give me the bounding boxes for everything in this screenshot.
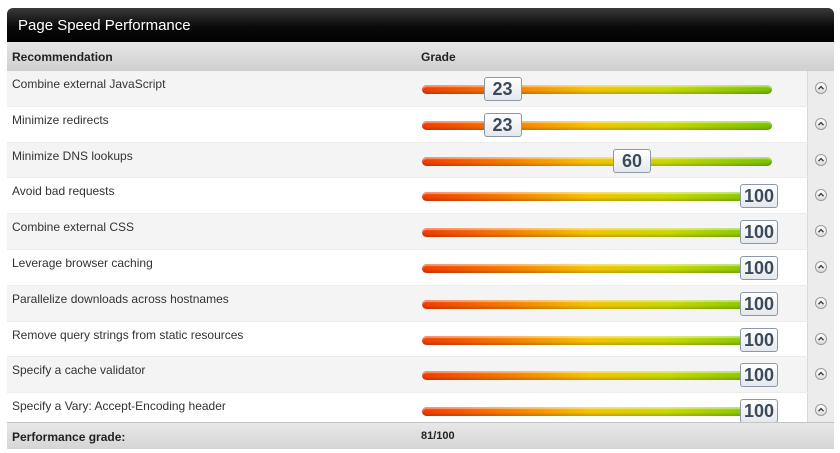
row-action-cell <box>807 249 834 285</box>
grade-score: 100 <box>740 399 778 424</box>
table-row: Minimize redirects 23 <box>7 106 834 143</box>
table-row: Parallelize downloads across hostnames 10… <box>7 285 834 322</box>
performance-grade-row: Performance grade: 81/100 <box>7 422 834 449</box>
grade-score: 100 <box>740 184 778 209</box>
grade-score: 100 <box>740 363 778 388</box>
table-row: Combine external CSS 100 <box>7 214 834 250</box>
chevron-up-icon[interactable] <box>815 82 827 94</box>
row-action-cell <box>807 106 834 142</box>
table-row: Minimize DNS lookups 60 <box>7 142 834 179</box>
chevron-up-icon[interactable] <box>815 117 827 130</box>
performance-grade-value: 81/100 <box>421 430 455 442</box>
panel-title: Page Speed Performance <box>18 17 191 34</box>
chevron-up-icon[interactable] <box>815 153 827 166</box>
table-row: Specify a cache validator 100 <box>7 357 834 394</box>
grade-bar <box>422 263 772 273</box>
table-row: Combine external JavaScript 23 <box>7 71 834 107</box>
grade-bar <box>422 228 772 238</box>
grade-bar <box>422 407 772 417</box>
chevron-up-icon[interactable] <box>815 368 827 381</box>
recommendation-label: Minimize DNS lookups <box>12 148 133 163</box>
row-action-cell <box>807 142 834 178</box>
grade-bar <box>422 192 772 202</box>
recommendation-label: Combine external CSS <box>12 220 135 235</box>
recommendation-label: Specify a Vary: Accept-Encoding header <box>12 399 226 414</box>
grade-score: 60 <box>613 148 651 173</box>
row-action-cell <box>807 357 834 393</box>
performance-grade-label: Performance grade: <box>12 430 126 444</box>
header-recommendation: Recommendation <box>12 50 113 64</box>
grade-bar <box>422 335 772 345</box>
recommendation-label: Leverage browser caching <box>12 255 153 270</box>
grade-bar <box>422 120 772 130</box>
row-action-cell <box>807 285 834 321</box>
chevron-up-icon[interactable] <box>815 260 827 273</box>
table-row: Leverage browser caching 100 <box>7 249 834 286</box>
chevron-up-icon[interactable] <box>815 225 827 238</box>
grade-bar <box>422 299 772 309</box>
header-grade: Grade <box>421 50 456 64</box>
panel-title-bar: Page Speed Performance <box>7 8 834 42</box>
chevron-up-icon[interactable] <box>815 404 827 417</box>
chevron-up-icon[interactable] <box>815 332 827 345</box>
grade-score: 23 <box>483 112 522 137</box>
chevron-up-icon[interactable] <box>815 189 827 202</box>
row-action-cell <box>807 214 834 249</box>
row-action-cell <box>807 71 834 106</box>
table-row: Avoid bad requests 100 <box>7 178 834 215</box>
grade-bar <box>422 156 772 166</box>
row-action-cell <box>807 321 834 357</box>
recommendation-label: Parallelize downloads across hostnames <box>12 291 229 306</box>
recommendation-label: Minimize redirects <box>12 112 109 127</box>
page-speed-panel: Page Speed Performance Recommendation Gr… <box>7 8 834 449</box>
table-header: Recommendation Grade <box>7 42 834 72</box>
recommendation-list: Combine external JavaScript 23 Minimize re… <box>7 71 834 429</box>
grade-bar <box>422 371 772 381</box>
grade-score: 100 <box>740 220 778 245</box>
recommendation-label: Combine external JavaScript <box>12 77 166 91</box>
recommendation-label: Specify a cache validator <box>12 363 146 378</box>
grade-score: 100 <box>740 255 778 280</box>
grade-score: 100 <box>740 327 778 352</box>
chevron-up-icon[interactable] <box>815 296 827 309</box>
recommendation-label: Avoid bad requests <box>12 184 115 199</box>
grade-bar <box>422 85 772 94</box>
grade-score: 23 <box>483 77 522 101</box>
row-action-cell <box>807 178 834 214</box>
table-row: Remove query strings from static resourc… <box>7 321 834 358</box>
grade-score: 100 <box>740 291 778 316</box>
recommendation-label: Remove query strings from static resourc… <box>12 327 244 342</box>
